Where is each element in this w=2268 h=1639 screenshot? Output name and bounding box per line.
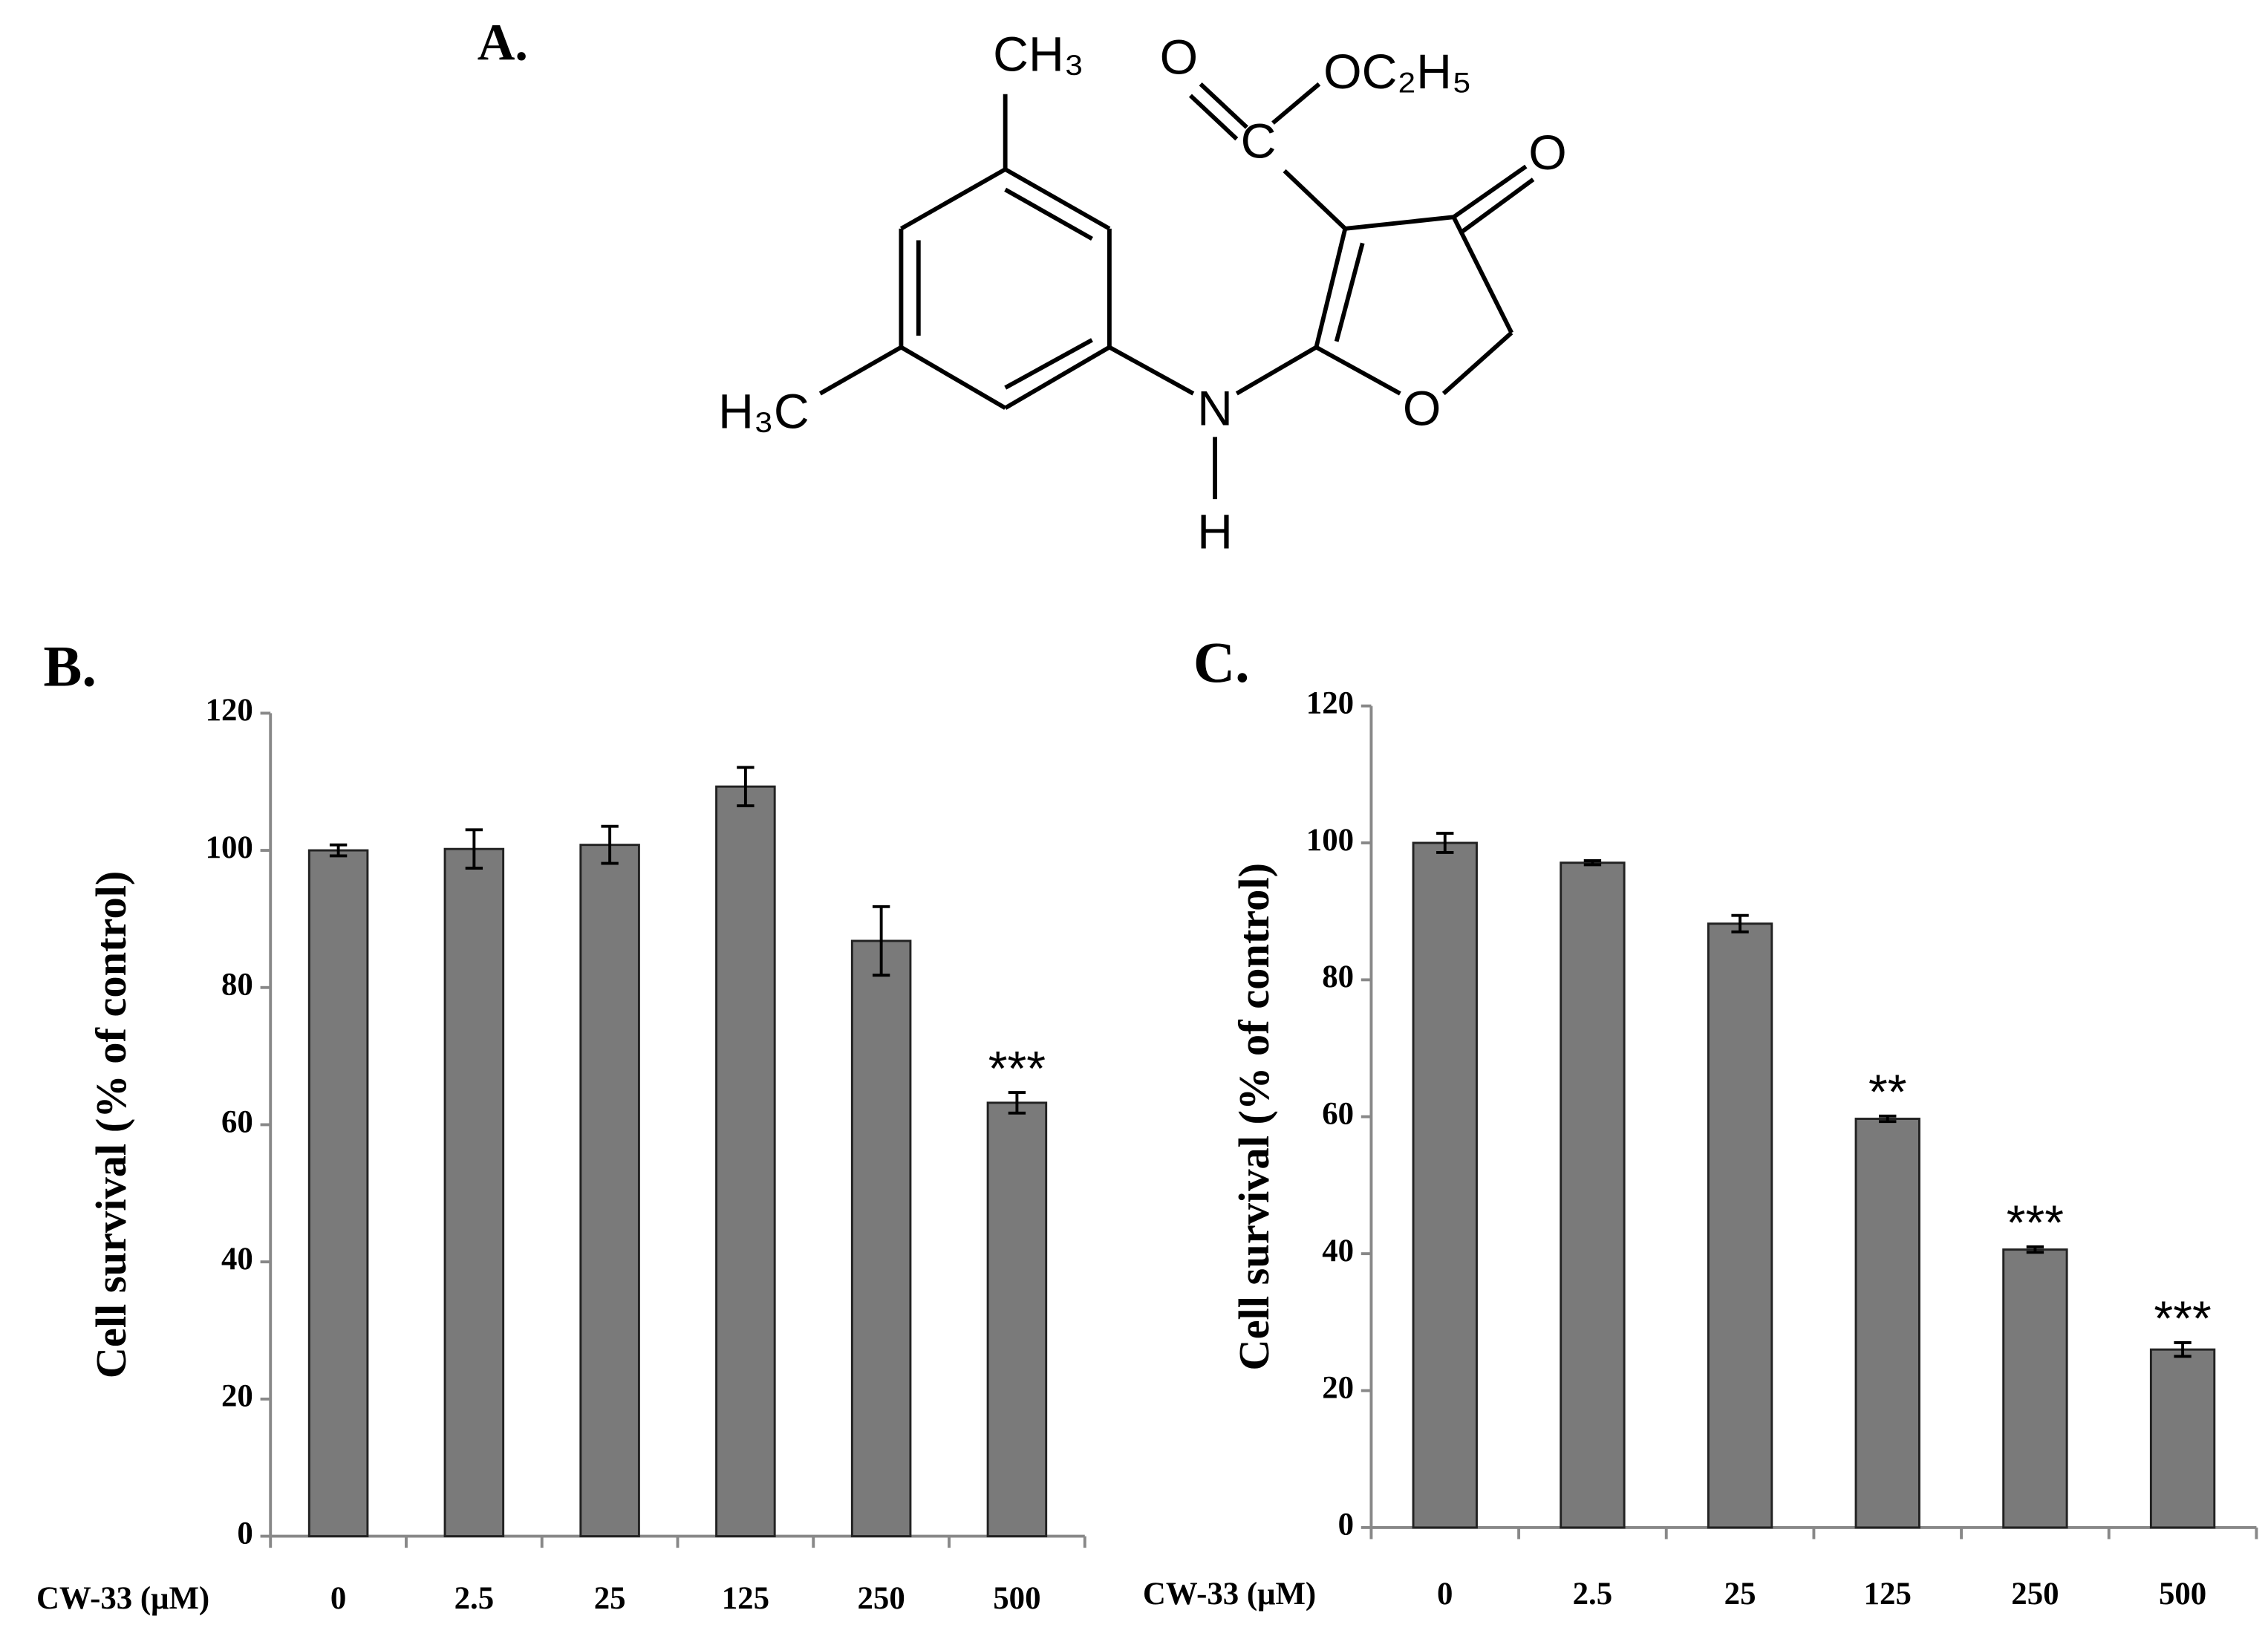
- significance-label: ***: [2154, 1291, 2211, 1346]
- y-tick-label: 60: [1322, 1097, 1354, 1132]
- x-tick-label: 0: [1437, 1577, 1453, 1612]
- y-tick-label: 20: [221, 1379, 253, 1414]
- bar: [986, 1101, 1048, 1538]
- error-bar: [1436, 832, 1454, 854]
- error-bar: [737, 766, 755, 807]
- y-tick-label: 40: [1322, 1234, 1354, 1268]
- x-tick-label: 0: [330, 1581, 346, 1616]
- error-bar: [2026, 1245, 2044, 1254]
- structure-bonds: [818, 82, 1535, 500]
- y-tick-label: 0: [1338, 1508, 1354, 1542]
- atom-label: C: [1241, 114, 1277, 169]
- error-bar: [465, 828, 483, 870]
- bar: [443, 847, 505, 1538]
- panel-label: B.: [43, 635, 96, 699]
- x-tick-label: 250: [2011, 1577, 2059, 1612]
- y-tick-label: 40: [221, 1242, 253, 1277]
- error-bar: [601, 824, 619, 865]
- x-tick-label: 500: [993, 1581, 1040, 1616]
- atom-label: H₃C: [718, 385, 809, 440]
- x-tick-label: 500: [2159, 1577, 2206, 1612]
- error-bar: [872, 905, 890, 977]
- atom-label: O: [1160, 30, 1199, 85]
- y-tick-label: 80: [1322, 959, 1354, 994]
- bar: [2002, 1248, 2068, 1529]
- y-tick-label: 120: [1306, 685, 1354, 720]
- error-bar: [1583, 859, 1602, 867]
- x-tick-label: 125: [1864, 1577, 1912, 1612]
- x-tick-label: 2.5: [1573, 1577, 1613, 1612]
- bar: [579, 844, 640, 1538]
- atom-label: CH₃: [993, 27, 1084, 82]
- bar: [1412, 841, 1478, 1529]
- atom-label: O: [1403, 382, 1441, 437]
- error-bar: [329, 843, 348, 858]
- y-tick-label: 0: [237, 1516, 252, 1551]
- error-bar: [1008, 1091, 1026, 1115]
- y-tick-label: 100: [1306, 823, 1354, 858]
- x-axis-label: CW-33 (μM): [1143, 1577, 1316, 1612]
- significance-label: **: [1868, 1065, 1907, 1120]
- bar: [1707, 922, 1773, 1529]
- atom-label: OC₂H₅: [1323, 45, 1472, 100]
- x-tick-label: 25: [594, 1581, 626, 1616]
- x-tick-label: 2.5: [454, 1581, 495, 1616]
- y-tick-label: 60: [221, 1104, 253, 1139]
- y-tick-label: 80: [221, 968, 253, 1003]
- error-bar: [1731, 913, 1749, 933]
- y-axis-label: Cell survival (% of control): [1230, 863, 1278, 1371]
- bar: [850, 939, 912, 1538]
- atom-label: H: [1197, 504, 1233, 559]
- y-tick-label: 120: [206, 693, 253, 728]
- bar: [1560, 861, 1626, 1529]
- bar: [2149, 1348, 2216, 1529]
- x-tick-label: 250: [858, 1581, 905, 1616]
- significance-label: ***: [988, 1041, 1046, 1096]
- atom-label: O: [1528, 126, 1567, 180]
- bar: [715, 785, 776, 1538]
- y-tick-label: 20: [1322, 1370, 1354, 1405]
- atom-label: N: [1197, 382, 1233, 437]
- y-axis-label: Cell survival (% of control): [87, 871, 135, 1379]
- significance-label: ***: [2007, 1196, 2064, 1251]
- x-tick-label: 125: [722, 1581, 769, 1616]
- panel-label: C.: [1193, 630, 1250, 694]
- error-bar: [2174, 1341, 2192, 1358]
- error-bar: [1879, 1114, 1897, 1124]
- y-tick-label: 100: [206, 830, 253, 865]
- bar: [307, 849, 369, 1538]
- x-tick-label: 25: [1724, 1577, 1756, 1612]
- x-axis-label: CW-33 (μM): [36, 1581, 209, 1616]
- bar: [1854, 1118, 1920, 1529]
- panel-label: A.: [478, 14, 528, 71]
